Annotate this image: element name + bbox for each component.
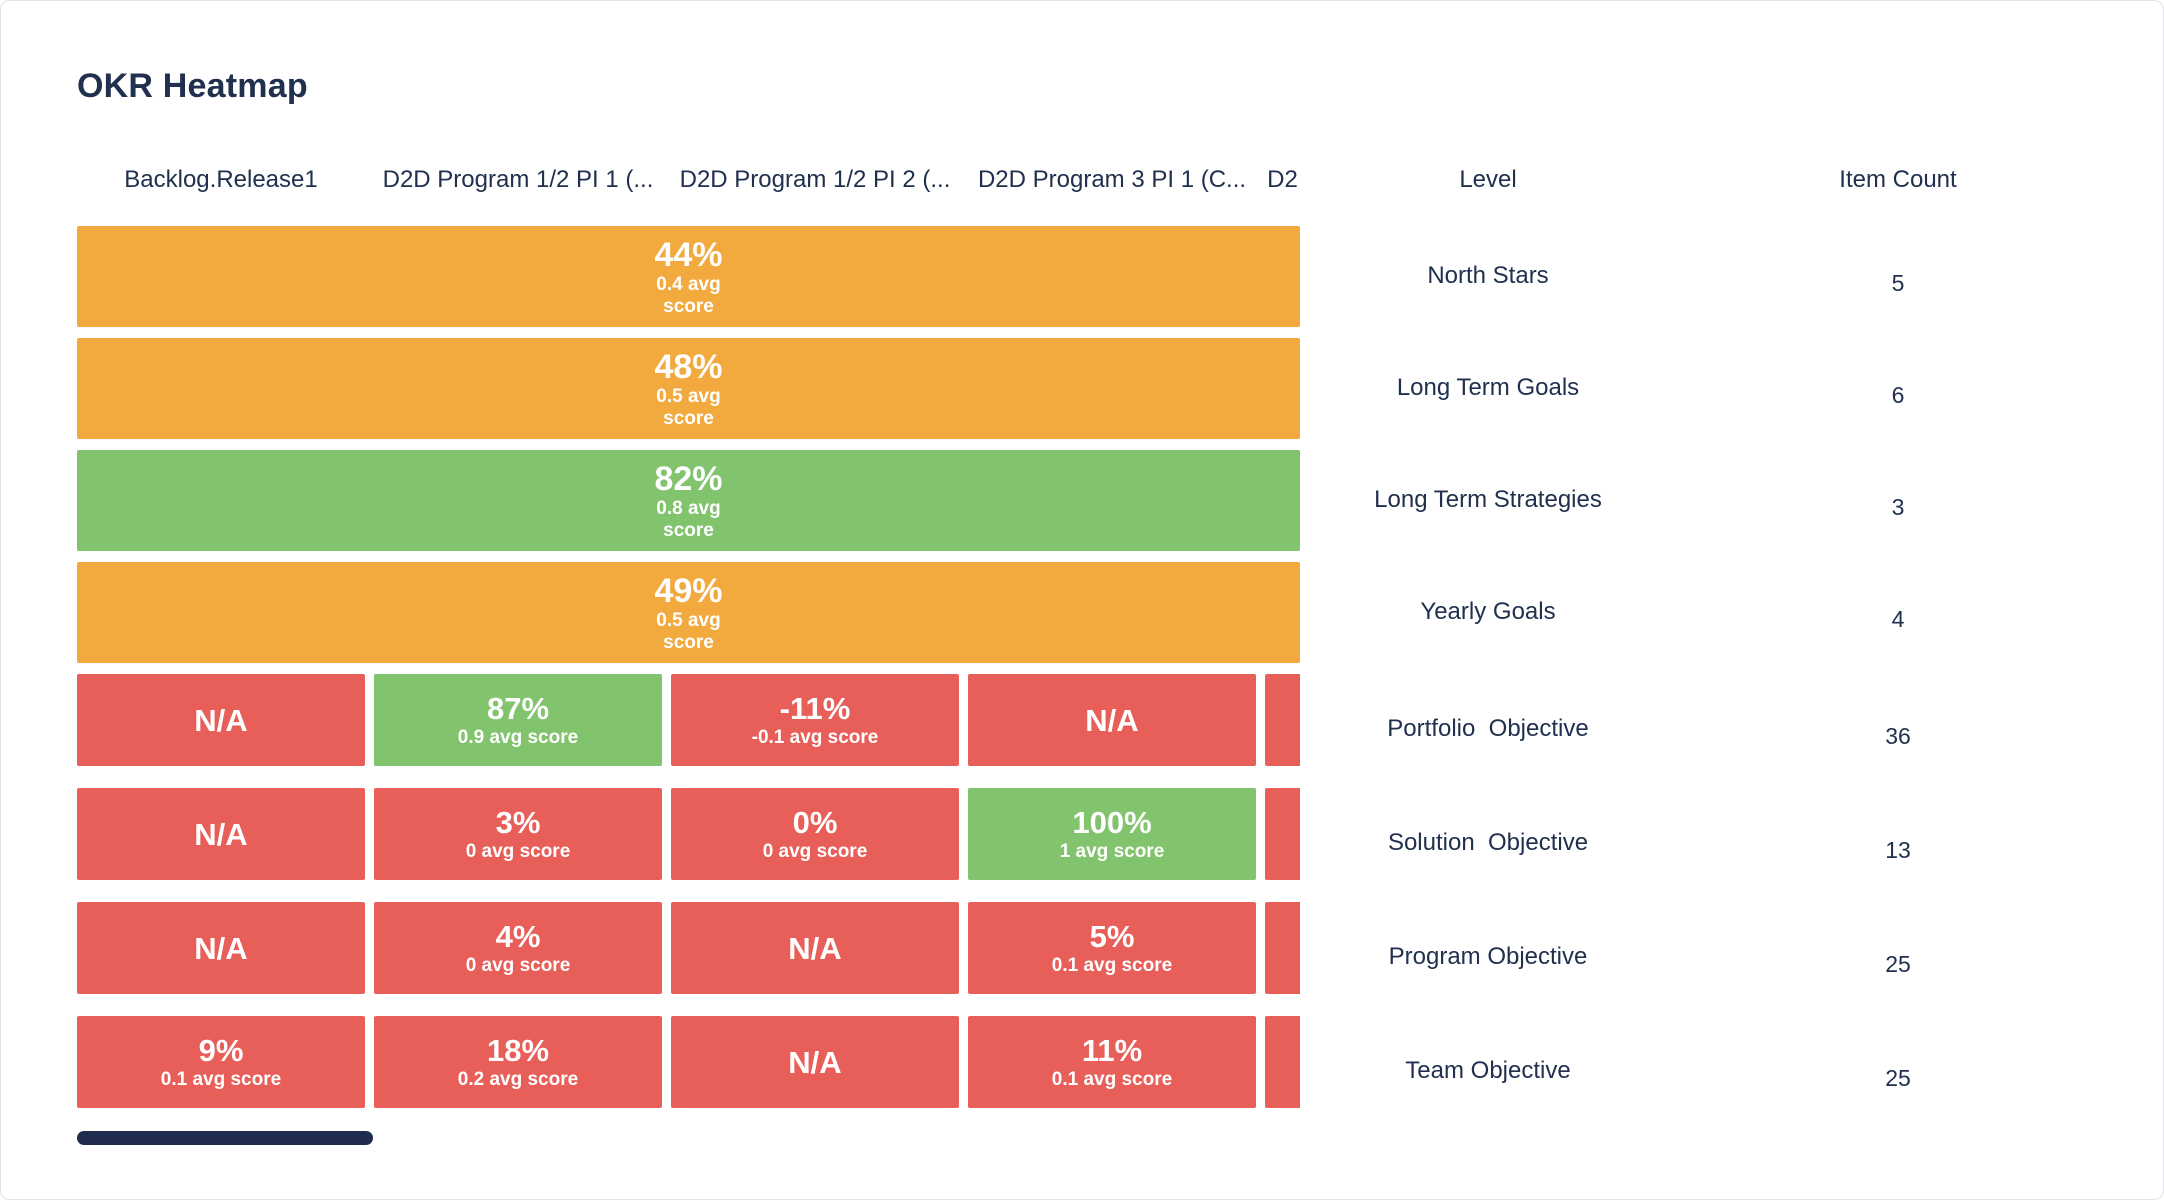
cell-percent: 9% bbox=[198, 1033, 244, 1068]
cell-percent: 49% bbox=[654, 571, 723, 610]
item-count-value: 25 bbox=[1885, 1065, 1911, 1091]
column-header-d2d-program-3-pi-1: D2D Program 3 PI 1 (C... bbox=[977, 166, 1247, 193]
item-count-value: 13 bbox=[1885, 837, 1911, 863]
column-header-d2d-program-12-pi-1: D2D Program 1/2 PI 1 (... bbox=[382, 166, 654, 193]
cell-percent: N/A bbox=[788, 930, 842, 966]
item-count-value: 36 bbox=[1885, 723, 1911, 749]
heatmap-cell[interactable]: N/A bbox=[671, 1016, 959, 1108]
cell-percent: N/A bbox=[1085, 702, 1139, 738]
level-label-long-term-goals: Long Term Goals bbox=[1396, 374, 1580, 401]
cell-avg-score: 0.8 avg score bbox=[656, 497, 721, 541]
heatmap-cell[interactable]: 11% 0.1 avg score bbox=[968, 1016, 1256, 1108]
level-label-yearly-goals: Yearly Goals bbox=[1420, 598, 1556, 625]
cell-avg-score: 1 avg score bbox=[1059, 841, 1165, 862]
heatmap-cell-clipped[interactable] bbox=[1265, 674, 1300, 766]
cell-avg-score: 0.5 avg score bbox=[656, 609, 721, 653]
column-header-d2d-program-12-pi-2: D2D Program 1/2 PI 2 (... bbox=[679, 166, 951, 193]
item-count-value: 25 bbox=[1885, 951, 1911, 977]
cell-percent: 4% bbox=[495, 919, 541, 954]
heatmap-cell[interactable]: 100% 1 avg score bbox=[968, 788, 1256, 880]
level-label-north-stars: North Stars bbox=[1427, 262, 1549, 289]
heatmap-grid: 44% 0.4 avg score 48% 0.5 avg score 82% … bbox=[77, 226, 1300, 1130]
heatmap-cell[interactable]: 5% 0.1 avg score bbox=[968, 902, 1256, 994]
heatmap-cell[interactable]: 3% 0 avg score bbox=[374, 788, 662, 880]
heatmap-merged-row-yearly-goals[interactable]: 49% 0.5 avg score bbox=[77, 562, 1300, 663]
cell-percent: 87% bbox=[486, 691, 550, 726]
heatmap-merged-row-north-stars[interactable]: 44% 0.4 avg score bbox=[77, 226, 1300, 327]
heatmap-cell[interactable]: 0% 0 avg score bbox=[671, 788, 959, 880]
heatmap-cell[interactable]: N/A bbox=[671, 902, 959, 994]
cell-avg-score: 0.4 avg score bbox=[656, 273, 721, 317]
heatmap-row-solution-objective: N/A 3% 0 avg score 0% 0 avg score 100% 1… bbox=[77, 788, 1300, 880]
heatmap-cell[interactable]: 18% 0.2 avg score bbox=[374, 1016, 662, 1108]
cell-percent: 5% bbox=[1089, 919, 1135, 954]
level-label-solution-objective: Solution Objective bbox=[1387, 829, 1589, 856]
heatmap-detail-grid: N/A 87% 0.9 avg score -11% -0.1 avg scor… bbox=[77, 674, 1300, 1108]
heatmap-cell[interactable]: N/A bbox=[968, 674, 1256, 766]
heatmap-cell[interactable]: N/A bbox=[77, 902, 365, 994]
cell-avg-score: 0 avg score bbox=[465, 955, 571, 976]
item-count-value: 4 bbox=[1891, 606, 1905, 632]
item-count-value: 6 bbox=[1891, 382, 1905, 408]
item-count-value: 3 bbox=[1891, 494, 1905, 520]
horizontal-scrollbar-thumb[interactable] bbox=[77, 1131, 373, 1145]
cell-percent: -11% bbox=[779, 691, 851, 726]
heatmap-cell[interactable]: 87% 0.9 avg score bbox=[374, 674, 662, 766]
level-label-program-objective: Program Objective bbox=[1388, 943, 1588, 970]
column-header-backlog-release1: Backlog.Release1 bbox=[124, 166, 318, 193]
cell-avg-score: 0.1 avg score bbox=[1051, 955, 1173, 976]
cell-percent: 44% bbox=[654, 235, 723, 274]
cell-avg-score: -0.1 avg score bbox=[751, 727, 879, 748]
heatmap-merged-row-long-term-strategies[interactable]: 82% 0.8 avg score bbox=[77, 450, 1300, 551]
heatmap-cell[interactable]: N/A bbox=[77, 788, 365, 880]
heatmap-column-headers: Backlog.Release1 D2D Program 1/2 PI 1 (.… bbox=[77, 164, 1300, 196]
cell-avg-score: 0 avg score bbox=[762, 841, 868, 862]
level-label-team-objective: Team Objective bbox=[1405, 1057, 1571, 1084]
page-title: OKR Heatmap bbox=[77, 67, 308, 105]
heatmap-row-portfolio-objective: N/A 87% 0.9 avg score -11% -0.1 avg scor… bbox=[77, 674, 1300, 766]
cell-percent: N/A bbox=[194, 930, 248, 966]
heatmap-cell[interactable]: -11% -0.1 avg score bbox=[671, 674, 959, 766]
cell-avg-score: 0.2 avg score bbox=[457, 1069, 579, 1090]
cell-percent: 18% bbox=[486, 1033, 550, 1068]
cell-avg-score: 0.5 avg score bbox=[656, 385, 721, 429]
cell-percent: 82% bbox=[654, 459, 723, 498]
heatmap-cell-clipped[interactable] bbox=[1265, 1016, 1300, 1108]
cell-percent: N/A bbox=[194, 816, 248, 852]
heatmap-row-program-objective: N/A 4% 0 avg score N/A 5% 0.1 avg score bbox=[77, 902, 1300, 994]
cell-percent: 3% bbox=[495, 805, 541, 840]
heatmap-cell-clipped[interactable] bbox=[1265, 788, 1300, 880]
item-count-column-header: Item Count bbox=[1839, 166, 1957, 193]
column-header-clipped: D2 bbox=[1267, 166, 1298, 193]
cell-percent: 0% bbox=[792, 805, 838, 840]
heatmap-row-team-objective: 9% 0.1 avg score 18% 0.2 avg score N/A 1… bbox=[77, 1016, 1300, 1108]
cell-percent: 11% bbox=[1081, 1033, 1143, 1068]
heatmap-cell[interactable]: 4% 0 avg score bbox=[374, 902, 662, 994]
cell-percent: 48% bbox=[654, 347, 723, 386]
cell-avg-score: 0.1 avg score bbox=[1051, 1069, 1173, 1090]
cell-avg-score: 0 avg score bbox=[465, 841, 571, 862]
heatmap-cell-clipped[interactable] bbox=[1265, 902, 1300, 994]
heatmap-merged-row-long-term-goals[interactable]: 48% 0.5 avg score bbox=[77, 338, 1300, 439]
heatmap-cell[interactable]: N/A bbox=[77, 674, 365, 766]
cell-avg-score: 0.9 avg score bbox=[457, 727, 579, 748]
heatmap-cell[interactable]: 9% 0.1 avg score bbox=[77, 1016, 365, 1108]
level-column-header: Level bbox=[1459, 166, 1517, 193]
item-count-value: 5 bbox=[1891, 270, 1905, 296]
level-label-long-term-strategies: Long Term Strategies bbox=[1374, 486, 1602, 513]
cell-percent: N/A bbox=[788, 1044, 842, 1080]
cell-percent: 100% bbox=[1072, 805, 1152, 840]
cell-percent: N/A bbox=[194, 702, 248, 738]
cell-avg-score: 0.1 avg score bbox=[160, 1069, 282, 1090]
level-label-portfolio-objective: Portfolio Objective bbox=[1387, 715, 1589, 742]
